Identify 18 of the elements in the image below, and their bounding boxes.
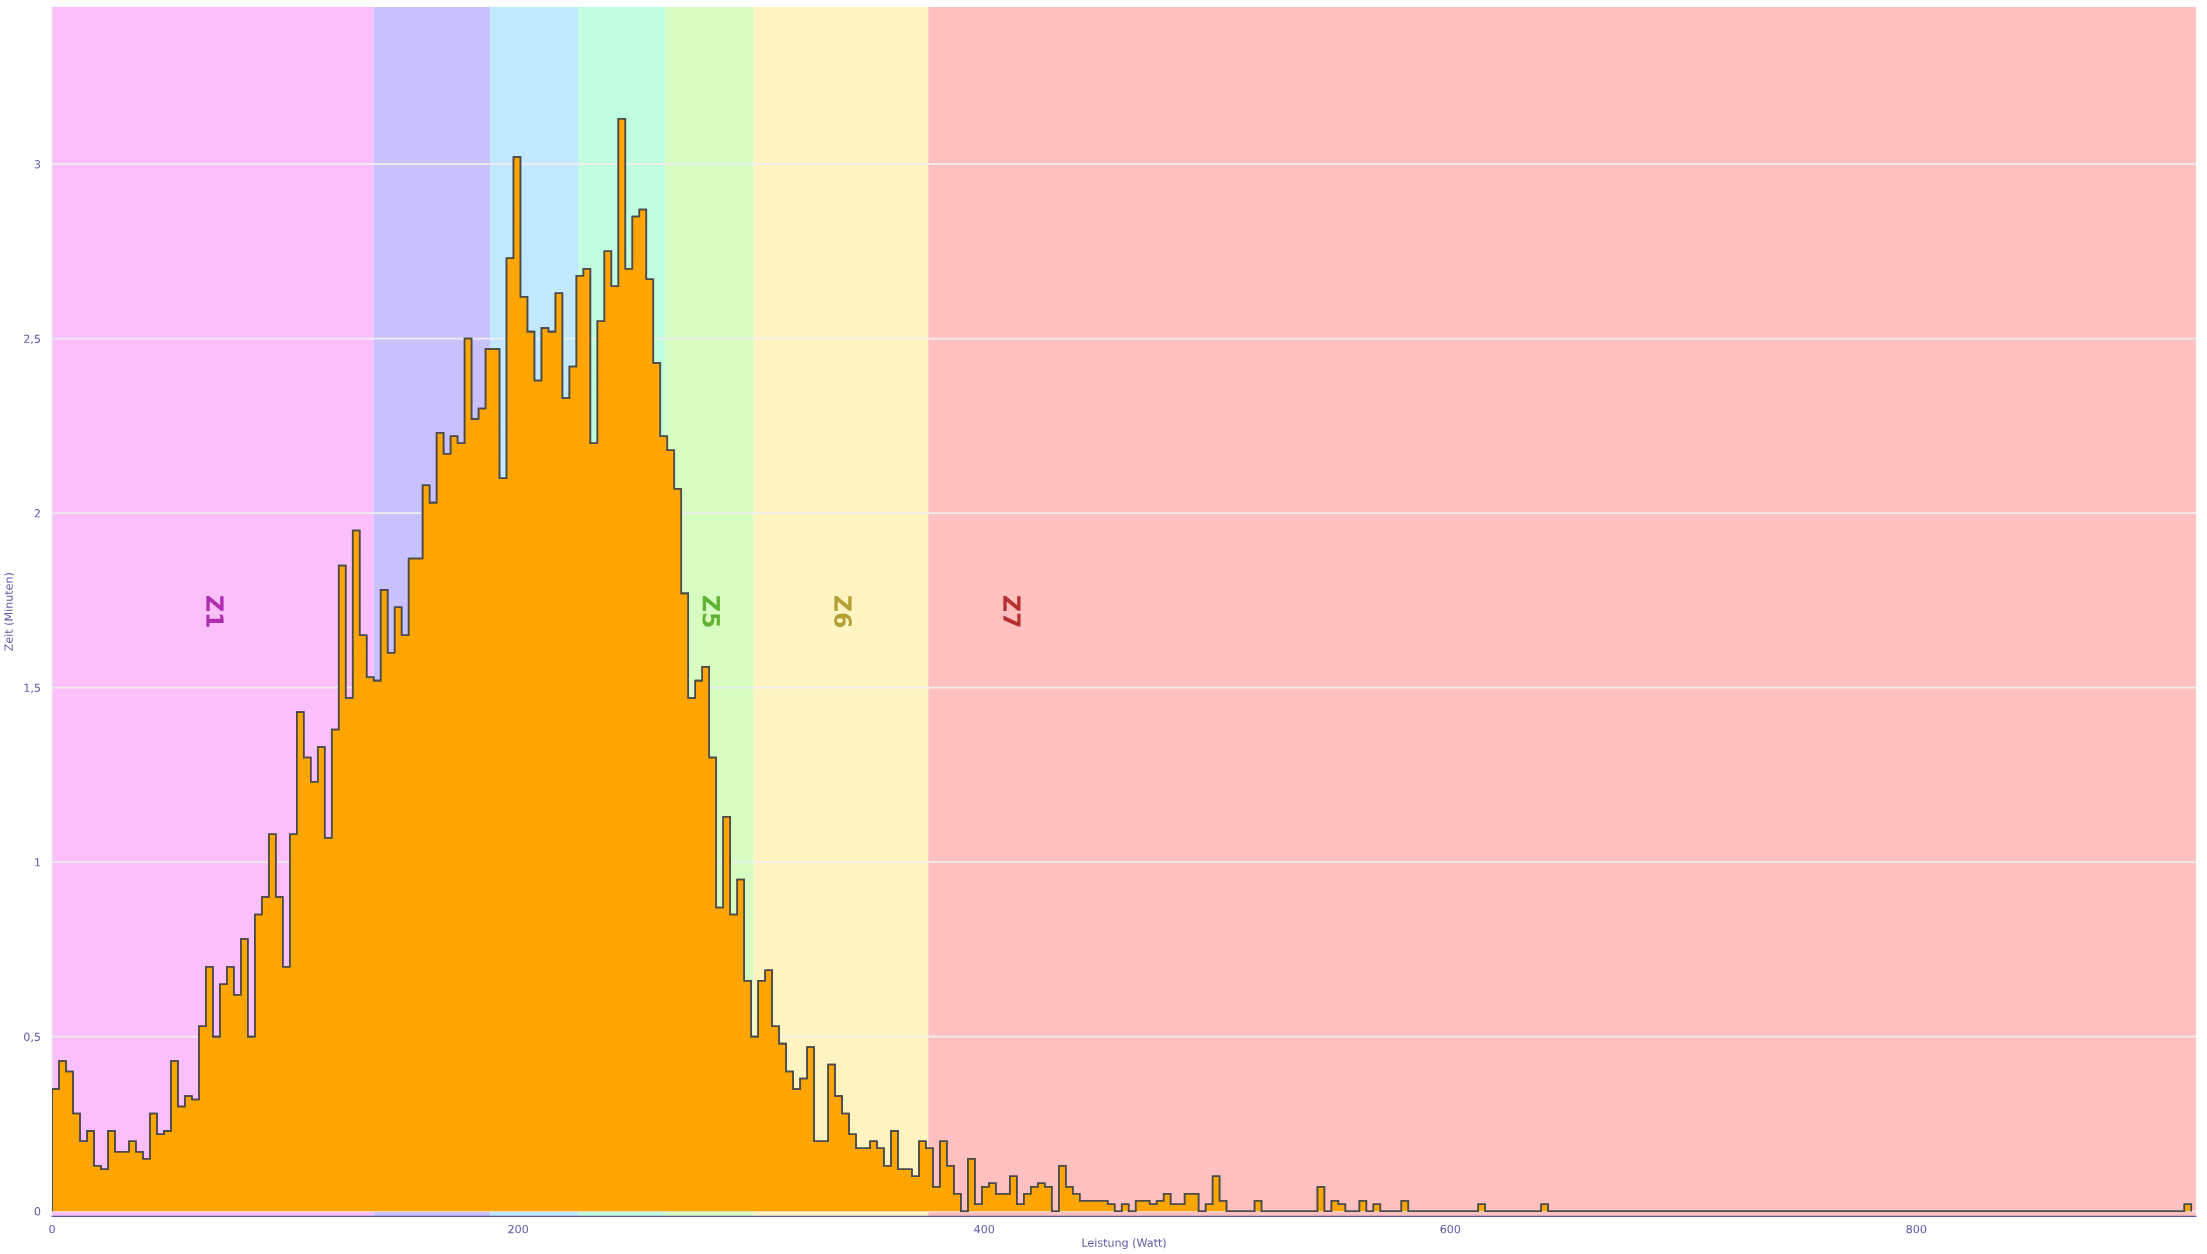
x-tick-label: 200 [508, 1224, 529, 1234]
x-tick-label: 600 [1440, 1224, 1461, 1234]
band-label: Z6 [834, 595, 852, 628]
y-axis-title: Zeit (Minuten) [4, 573, 15, 651]
band-label: Z1 [206, 595, 224, 627]
x-tick-label: 400 [974, 1224, 995, 1234]
x-axis-title: Leistung (Watt) [1082, 1238, 1166, 1249]
y-tick-label: 0 [34, 1207, 41, 1216]
y-tick-label: 3 [34, 160, 41, 169]
y-tick-label: 1,5 [24, 683, 40, 694]
y-tick-label: 0,5 [24, 1032, 40, 1043]
y-tick-label: 2,5 [24, 334, 40, 345]
band-label: Z5 [702, 595, 720, 627]
y-tick-label: 1 [35, 858, 40, 867]
band-label: Z7 [1003, 595, 1021, 627]
x-tick-label: 800 [1906, 1224, 1927, 1234]
x-tick-label: 0 [49, 1224, 55, 1234]
y-tick-label: 2 [34, 509, 40, 518]
